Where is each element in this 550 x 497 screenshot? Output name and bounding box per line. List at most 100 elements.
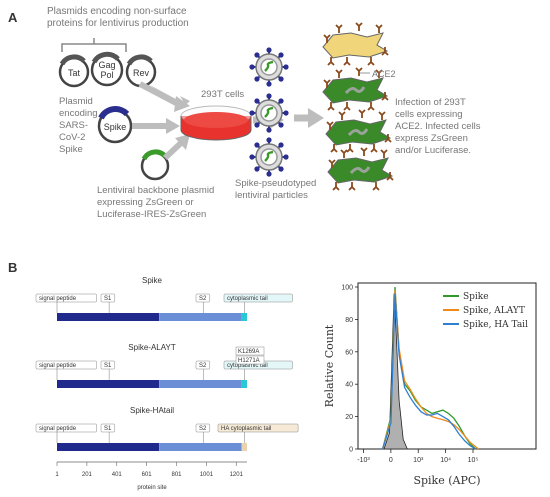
domain-label: signal peptide [39, 363, 77, 369]
target-cell [322, 67, 389, 111]
domain-label: cytoplasmic tail [227, 363, 268, 369]
gag-label: Gag [98, 60, 115, 70]
series-control-fill [383, 293, 408, 450]
spike-protein [254, 52, 260, 58]
virus-particle [249, 137, 289, 177]
domain-label-box [35, 293, 97, 303]
s1-domain [57, 380, 160, 388]
ace2-receptor [343, 102, 351, 111]
spike-protein [266, 137, 272, 143]
y-axis-label: Relative Count [323, 324, 336, 407]
domain-label-box [35, 423, 97, 433]
x-axis-label: Spike (APC) [413, 474, 480, 487]
spike-protein [254, 76, 260, 82]
domain-label-box [100, 293, 116, 303]
tail-domain [241, 313, 247, 321]
caption-spike-1: Plasmid [59, 96, 93, 107]
caption-spike-3: SARS- [59, 120, 88, 131]
caption-particles-1: Spike-pseudotyped [235, 178, 316, 189]
culture-dish [180, 105, 252, 141]
domain-label-box [100, 423, 116, 433]
bracket [61, 38, 127, 52]
spike-protein [266, 81, 272, 87]
series-line [381, 293, 477, 450]
panel-a-letter: A [8, 10, 18, 25]
virus-particles [249, 47, 289, 177]
spike-protein [266, 93, 272, 99]
target-cells [322, 22, 394, 191]
target-cell [325, 109, 392, 153]
caption-backbone-1: Lentiviral backbone plasmid [97, 185, 214, 196]
axis-tick-label: 1 [55, 472, 59, 478]
spike-protein [266, 47, 272, 53]
ace2-receptor [367, 57, 375, 66]
target-cell [322, 22, 389, 66]
caption-non-surface-2: proteins for lentivirus production [47, 18, 189, 29]
y-tick-label: 80 [345, 317, 353, 324]
spike-protein [254, 122, 260, 128]
mutation-label: K1269A [238, 349, 259, 355]
mutation-label-box [235, 346, 265, 356]
domain-label: S1 [104, 363, 112, 369]
spike-protein [249, 64, 255, 70]
legend-label: Spike [463, 292, 489, 302]
arrowhead-mid [166, 118, 180, 134]
spike-protein [278, 52, 284, 58]
caption-non-surface-1: Plasmids encoding non-surface [47, 6, 187, 17]
caption-infection-4: express ZsGreen [395, 133, 468, 144]
spike-protein [254, 98, 260, 104]
ace2-receptor [367, 102, 375, 111]
ace2-receptor [327, 57, 335, 66]
pol-label: Pol [100, 70, 113, 80]
mutation-label: H1271A [238, 358, 260, 364]
axis-tick-label: 1201 [230, 472, 244, 478]
domain-label-box [195, 360, 211, 370]
domain-label-box [223, 293, 293, 303]
flow-histogram: 0 20 40 60 80 100 -10³ 0 10³ 10⁴ 10⁵ Relative Cou… [323, 282, 537, 487]
axis-label: protein site [137, 485, 167, 491]
ace2-receptor [348, 182, 356, 191]
spike-protein [278, 98, 284, 104]
s1-domain [57, 313, 160, 321]
ace2-receptor [332, 182, 340, 191]
construct-1: Spike signal peptide S1 S2 cytoplasmic tail [35, 276, 293, 321]
ace2-receptor [328, 159, 336, 168]
ace2-receptor [381, 92, 389, 101]
domain-label-box [100, 360, 116, 370]
ace2-receptor [370, 144, 378, 153]
arrow-shaft-bottom [162, 139, 185, 161]
arrowhead-bottom [175, 134, 190, 150]
caption-spike-5: Spike [59, 144, 83, 155]
spike-protein [266, 171, 272, 177]
domain-label: HA cytoplasmic tail [221, 426, 271, 432]
x-tick-label: -10³ [357, 457, 370, 464]
legend-label: Spike, HA Tail [463, 320, 528, 330]
x-tick-label: 10⁵ [468, 457, 479, 464]
domain-label-box [35, 360, 97, 370]
virus-particle [249, 93, 289, 133]
spike-protein [283, 154, 289, 160]
caption-infection-3: ACE2. Infected cells [395, 121, 481, 132]
spike-protein [278, 166, 284, 172]
legend: Spike Spike, ALAYT Spike, HA Tail [443, 292, 528, 330]
s2-domain [159, 313, 242, 321]
x-tick-label: 10⁴ [440, 457, 451, 464]
panel-b-letter: B [8, 260, 17, 275]
domain-label: S2 [199, 426, 207, 432]
spike-protein [278, 76, 284, 82]
arrowhead-particles [308, 108, 324, 128]
domain-label: signal peptide [39, 426, 77, 432]
rev-label: Rev [133, 68, 150, 78]
ace2-receptor [358, 109, 366, 118]
ace2-receptor [330, 144, 338, 153]
domain-label: S2 [199, 363, 207, 369]
spike-protein [278, 142, 284, 148]
caption-particles-2: lentiviral particles [235, 190, 308, 201]
ace2-receptor [386, 172, 394, 181]
ace2-receptor [380, 149, 388, 158]
protein-axis: 1 201 401 601 801 1001 1201 protein site [55, 461, 247, 491]
y-tick-label: 0 [349, 447, 353, 454]
plasmid-backbone [140, 149, 170, 181]
virus-particle [249, 47, 289, 87]
